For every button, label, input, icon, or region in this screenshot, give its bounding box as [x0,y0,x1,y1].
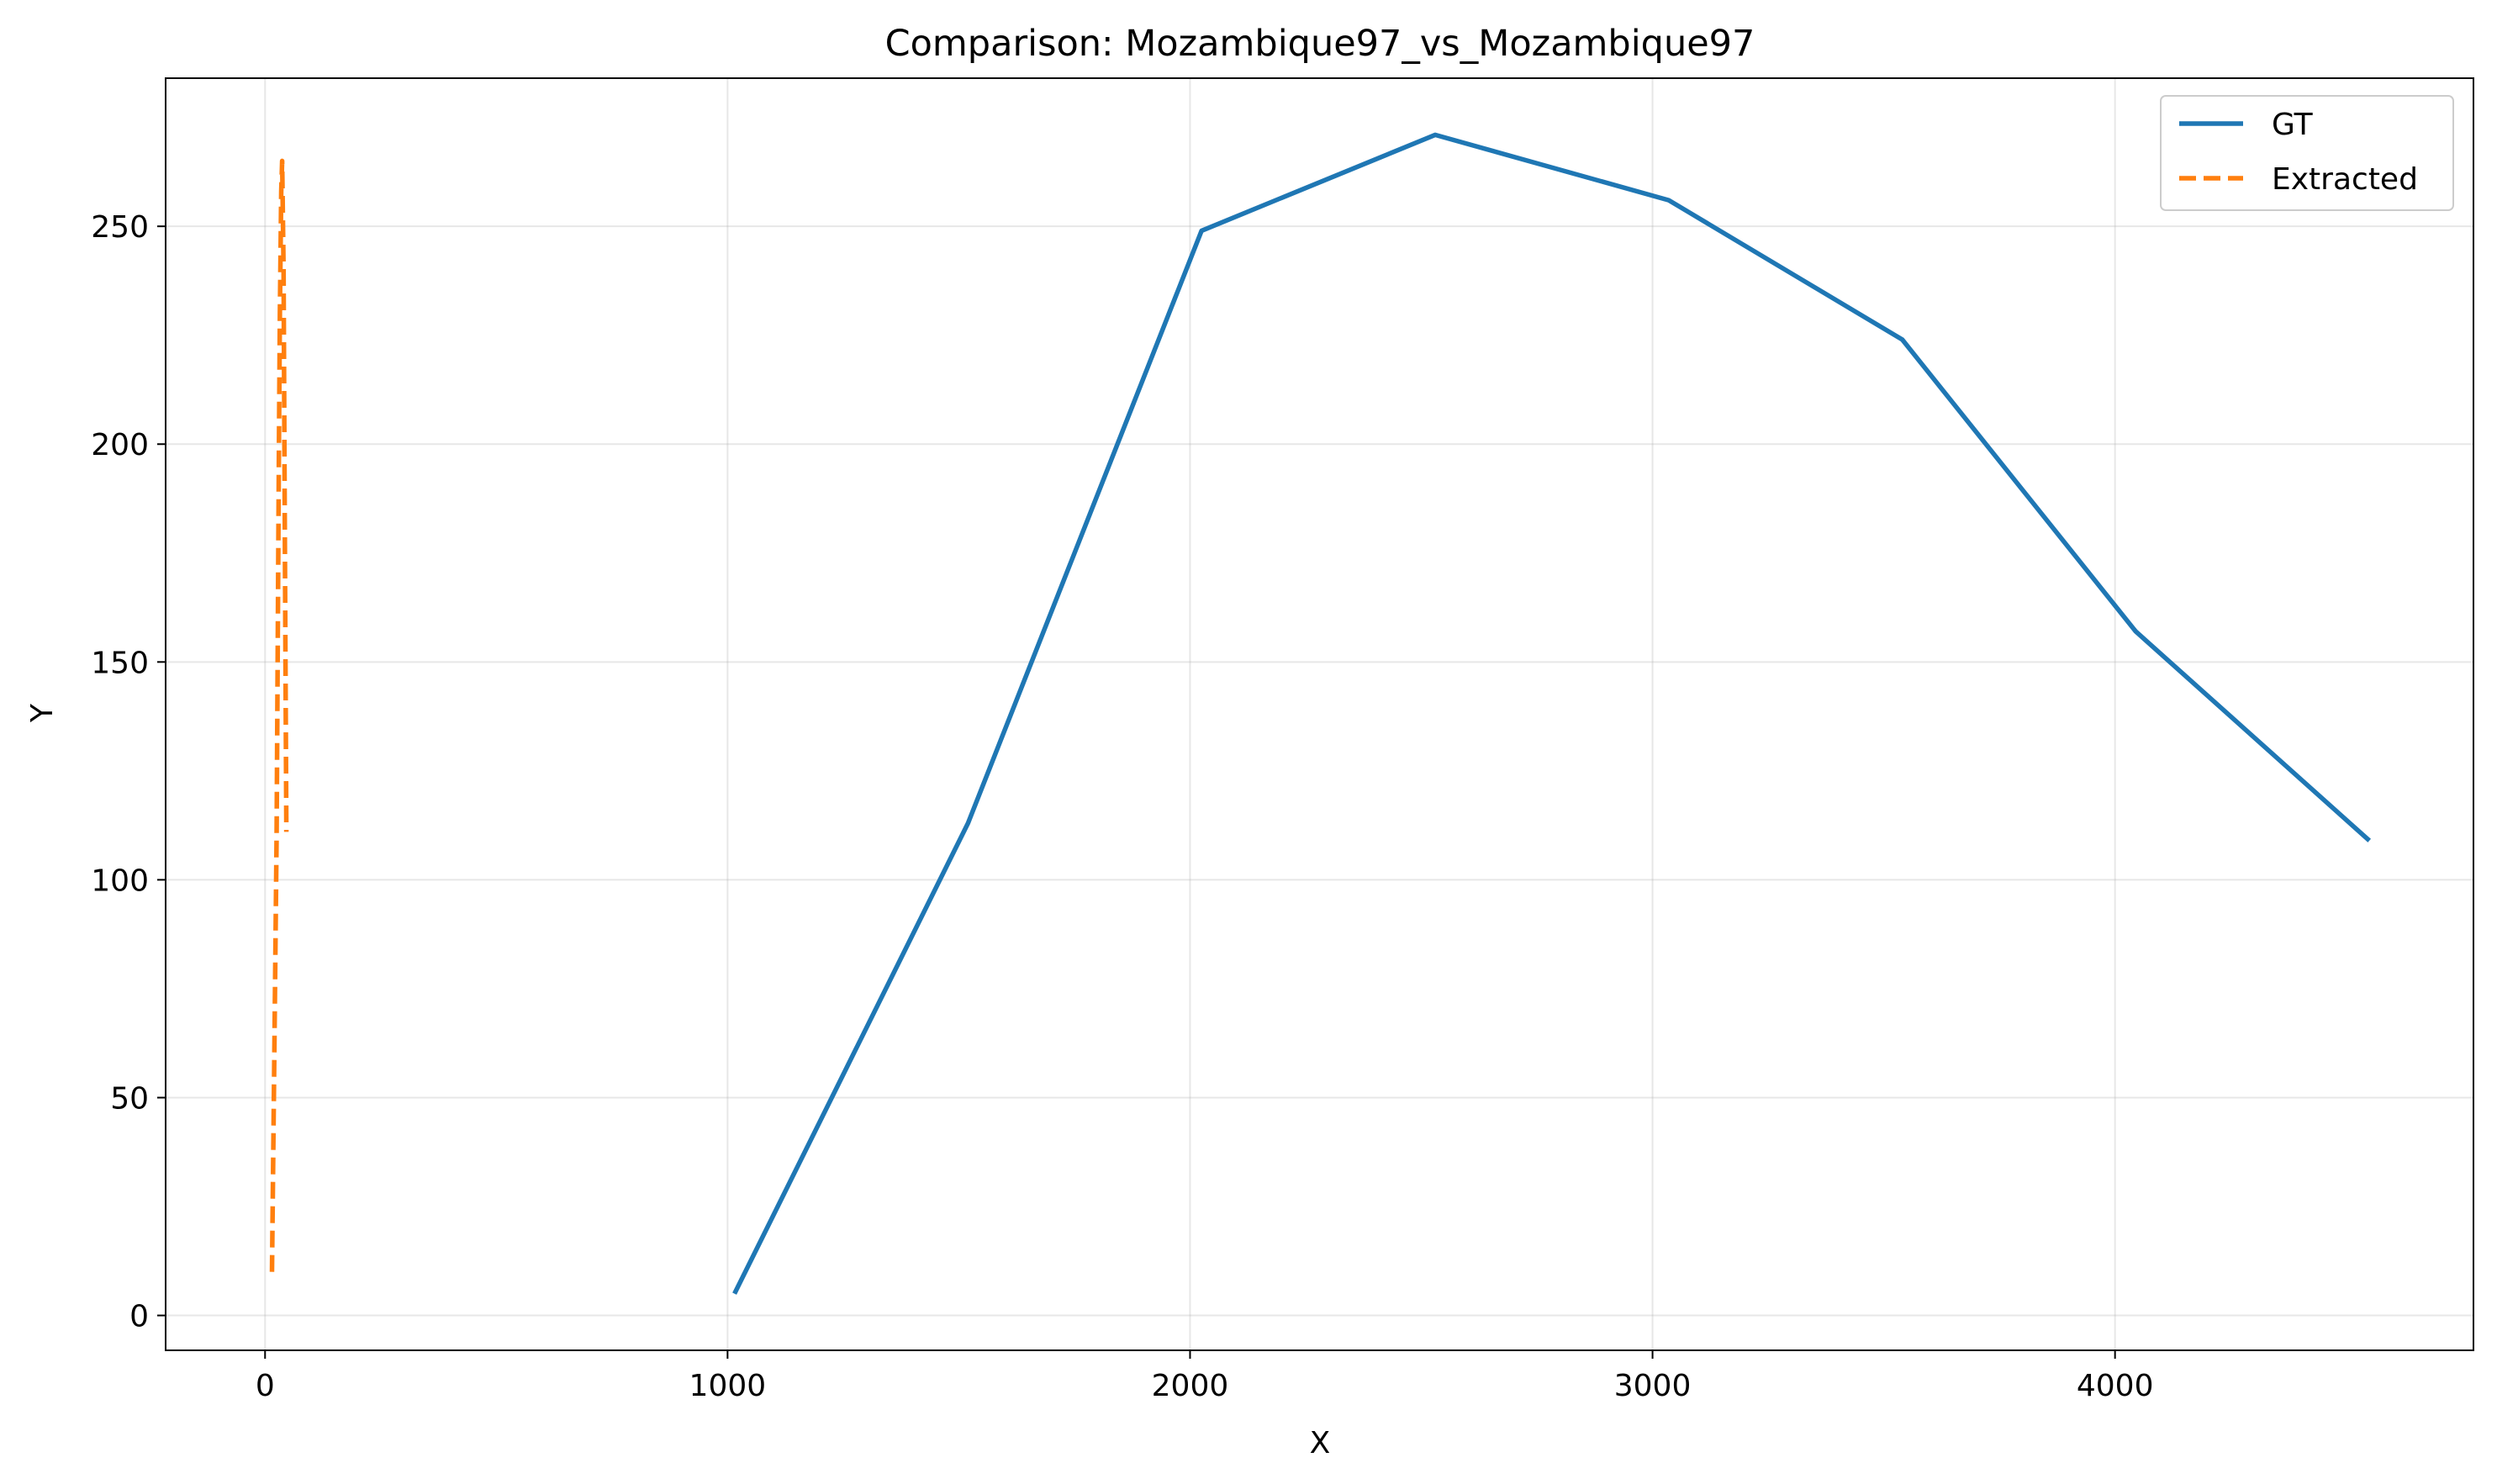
x-tick-label: 2000 [1152,1369,1229,1403]
legend: GT Extracted [2160,95,2454,211]
series-line-gt [732,132,2372,1295]
x-tick-label: 4000 [2077,1369,2154,1403]
legend-label-gt: GT [2272,108,2314,142]
y-tick-label: 150 [91,646,149,680]
x-tick-label: 0 [256,1369,275,1403]
legend-label-extracted: Extracted [2272,162,2418,197]
grid-lines [166,78,2473,1350]
y-tick-label: 200 [91,428,149,462]
x-axis-label: X [1310,1426,1331,1460]
x-tick-label: 1000 [689,1369,767,1403]
series-line-extracted [269,158,289,1272]
y-tick-label: 0 [129,1300,149,1334]
axis-ticks: 0 1000 2000 3000 4000 0 50 100 150 200 250 [91,210,2153,1403]
y-axis-label: Y [25,703,60,723]
plot-area-frame [165,77,2474,1351]
y-tick-label: 100 [91,863,149,898]
chart-title: Comparison: Mozambique97_vs_Mozambique97 [885,23,1755,65]
y-tick-label: 250 [91,210,149,245]
plot-lines [269,132,2372,1295]
y-tick-label: 50 [110,1081,149,1116]
x-tick-label: 3000 [1614,1369,1692,1403]
